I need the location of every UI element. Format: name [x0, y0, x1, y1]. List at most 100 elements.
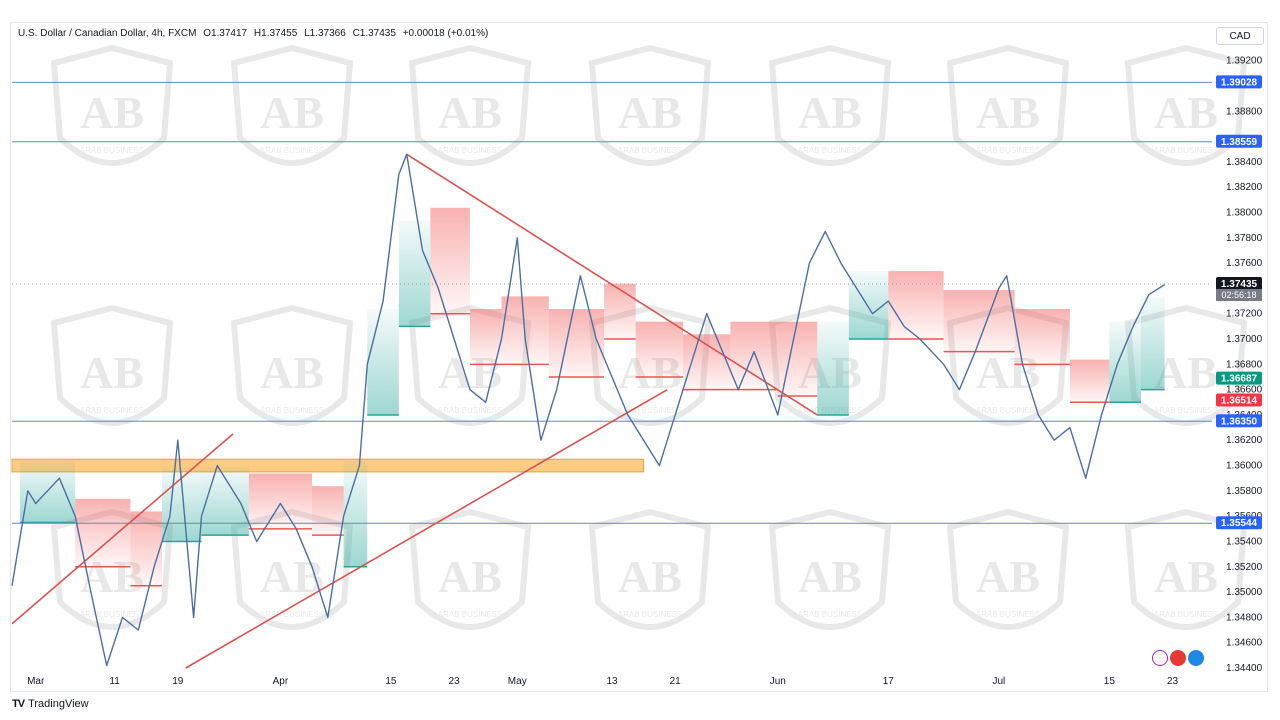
watermark-letters: AB: [798, 551, 862, 602]
watermark-text: ARAB BUSINESS: [80, 146, 144, 155]
watermark-text: ARAB BUSINESS: [438, 610, 502, 619]
footer: TV TradingView: [12, 698, 89, 710]
watermark-shield-outline: [408, 304, 532, 426]
watermark-text: ARAB BUSINESS: [438, 406, 502, 415]
cloud-segment: [817, 321, 849, 415]
x-tick-label: 23: [449, 676, 461, 687]
watermark-shield-outline: [230, 508, 354, 630]
supply-zone: [11, 458, 645, 473]
corner-icons: [1152, 650, 1204, 666]
price-tag-level: [1216, 414, 1262, 428]
cloud-segment: [312, 486, 344, 536]
cloud-segment: [430, 207, 470, 314]
watermark-text: ARAB BUSINESS: [798, 610, 862, 619]
watermark-letters: AB: [1154, 551, 1218, 602]
price-tag-level: [1216, 75, 1262, 89]
watermark-letters: AB: [798, 87, 862, 138]
y-tick-label: 1.37000: [1226, 334, 1263, 345]
footer-brand[interactable]: TradingView: [28, 698, 89, 710]
watermark-shield-outline: [946, 304, 1070, 426]
price-tag-label: 1.36687: [1221, 374, 1258, 385]
cloud-segment: [398, 220, 431, 327]
watermark-shield-outline: [1124, 508, 1248, 630]
cloud-segment: [848, 271, 889, 340]
watermark-letters: AB: [80, 347, 144, 398]
lightning-icon[interactable]: [1152, 650, 1168, 666]
y-tick-label: 1.38800: [1226, 106, 1263, 117]
cloud-segment: [730, 321, 778, 390]
cloud-segment: [1014, 309, 1070, 365]
price-series-line: [11, 153, 1165, 667]
symbol-legend: U.S. Dollar / Canadian Dollar, 4h, FXCM …: [18, 28, 492, 39]
y-tick-label: 1.35400: [1226, 536, 1263, 547]
y-tick-label: 1.35800: [1226, 486, 1263, 497]
watermark-letters: AB: [438, 87, 502, 138]
y-tick-label: 1.34800: [1226, 612, 1263, 623]
watermark-shield-icon: AB ARAB BUSINESS: [768, 508, 892, 630]
cloud-segment: [1069, 359, 1110, 403]
x-tick-label: May: [508, 676, 527, 687]
y-tick-label: 1.37600: [1226, 258, 1263, 269]
watermark-shield-outline: [588, 304, 712, 426]
y-tick-label: 1.36200: [1226, 435, 1263, 446]
y-tick-label: 1.36600: [1226, 385, 1263, 396]
cloud-segment: [343, 460, 368, 567]
y-tick-label: 1.34400: [1226, 663, 1263, 674]
us-flag-icon: [1188, 650, 1204, 666]
cloud-segment: [367, 309, 399, 415]
price-tag-level: [1216, 516, 1262, 530]
countdown-tag: [1216, 288, 1262, 301]
x-tick-label: 19: [172, 676, 184, 687]
x-tick-label: 13: [606, 676, 618, 687]
y-tick-label: 1.37800: [1226, 233, 1263, 244]
y-tick-label: 1.36800: [1226, 359, 1263, 370]
watermark-shield-outline: [588, 44, 712, 166]
x-tick-label: 21: [670, 676, 682, 687]
canada-flag-icon: [1170, 650, 1186, 666]
watermark-letters: AB: [80, 87, 144, 138]
watermark-letters: AB: [618, 551, 682, 602]
cloud-segment: [548, 309, 605, 377]
x-tick-label: 15: [1104, 676, 1116, 687]
watermark-shield-outline: [768, 304, 892, 426]
y-tick-label: 1.38400: [1226, 157, 1263, 168]
symbol-title: U.S. Dollar / Canadian Dollar, 4h, FXCM: [18, 28, 197, 39]
chart-frame: [10, 22, 1268, 692]
watermark-shield-icon: AB ARAB BUSINESS: [408, 44, 532, 166]
watermark-text: ARAB BUSINESS: [1154, 406, 1218, 415]
watermark-text: ARAB BUSINESS: [260, 610, 324, 619]
watermark-shield-outline: [408, 44, 532, 166]
cloud-segment: [1140, 296, 1165, 390]
change-value: +0.00018 (+0.01%): [402, 28, 489, 39]
watermark-letters: AB: [618, 87, 682, 138]
currency-button[interactable]: CAD: [1216, 27, 1264, 45]
tradingview-logo-icon[interactable]: TV: [12, 698, 25, 710]
watermark-letters: AB: [260, 87, 324, 138]
watermark-shield-outline: [50, 304, 174, 426]
watermark-shield-icon: AB ARAB BUSINESS: [768, 44, 892, 166]
watermark-text: ARAB BUSINESS: [438, 146, 502, 155]
y-tick-label: 1.38200: [1226, 182, 1263, 193]
open-value: O1.37417: [203, 28, 248, 39]
x-tick-label: Jul: [992, 676, 1005, 687]
cloud-segment: [683, 334, 731, 390]
cloud-segment: [604, 283, 636, 340]
y-tick-label: 1.38000: [1226, 207, 1263, 218]
watermark-text: ARAB BUSINESS: [618, 146, 682, 155]
watermark-shield-icon: AB ARAB BUSINESS: [50, 44, 174, 166]
price-tag-level: [1216, 134, 1262, 148]
close-value: C1.37435: [352, 28, 396, 39]
watermark-text: ARAB BUSINESS: [618, 406, 682, 415]
watermark-letters: AB: [1154, 87, 1218, 138]
watermark-shield-outline: [768, 44, 892, 166]
watermark-shield-outline: [588, 508, 712, 630]
watermark-text: ARAB BUSINESS: [798, 146, 862, 155]
watermark-shield-outline: [50, 44, 174, 166]
